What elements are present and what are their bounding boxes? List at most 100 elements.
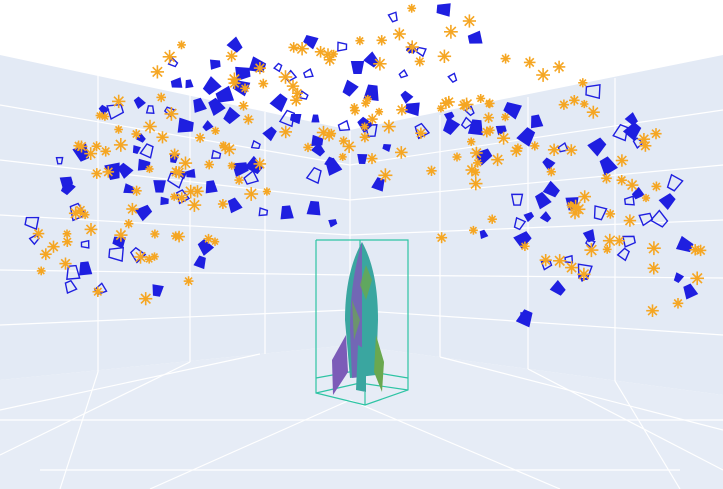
- sample-star-icon: [133, 250, 148, 264]
- camera-icon: [593, 205, 608, 221]
- camera-icon: [152, 284, 164, 297]
- sample-star-icon: [139, 292, 153, 306]
- star-stroke: [531, 142, 539, 150]
- star-stroke: [41, 249, 51, 259]
- star-stroke: [81, 211, 89, 219]
- star-stroke: [211, 238, 219, 246]
- sample-star-icon: [366, 153, 378, 165]
- star-stroke: [464, 15, 475, 27]
- sample-star-icon: [605, 209, 616, 219]
- star-stroke: [511, 146, 522, 156]
- star-stroke: [170, 149, 180, 159]
- sample-star-icon: [520, 241, 530, 252]
- star-stroke: [204, 234, 213, 243]
- camera-icon: [400, 90, 414, 104]
- star-stroke: [296, 43, 308, 54]
- sample-star-icon: [530, 141, 540, 151]
- star-stroke: [469, 226, 478, 234]
- sample-star-icon: [392, 27, 406, 41]
- star-stroke: [293, 88, 302, 98]
- camera-icon: [342, 79, 359, 97]
- star-stroke: [114, 125, 123, 134]
- sample-star-icon: [523, 56, 536, 69]
- sample-star-icon: [126, 202, 139, 216]
- camera-icon: [223, 106, 241, 125]
- sample-star-icon: [373, 57, 387, 71]
- camera-icon: [523, 211, 535, 223]
- sample-star-icon: [150, 229, 160, 239]
- camera-icon: [185, 79, 194, 89]
- star-stroke: [145, 255, 153, 263]
- star-stroke: [241, 84, 249, 93]
- sample-star-icon: [547, 143, 561, 157]
- camera-icon: [658, 193, 676, 211]
- sample-star-icon: [471, 167, 481, 177]
- star-stroke: [406, 41, 418, 53]
- sample-star-icon: [111, 94, 126, 109]
- star-stroke: [367, 154, 377, 164]
- grid-line: [349, 109, 723, 166]
- star-stroke: [566, 262, 577, 273]
- star-stroke: [115, 139, 127, 151]
- star-stroke: [124, 219, 133, 228]
- camera-icon: [193, 97, 207, 113]
- camera-icon: [535, 191, 552, 210]
- camera-icon: [177, 117, 194, 133]
- sample-star-icon: [497, 131, 511, 145]
- camera-icon: [202, 76, 222, 96]
- sample-star-icon: [225, 50, 238, 62]
- star-stroke: [33, 228, 44, 239]
- camera-icon: [666, 173, 684, 192]
- star-stroke: [439, 51, 450, 62]
- star-stroke: [467, 138, 475, 146]
- star-stroke: [235, 176, 244, 185]
- sample-star-icon: [92, 286, 104, 298]
- camera-icon: [582, 229, 595, 243]
- star-stroke: [488, 215, 497, 224]
- star-stroke: [218, 199, 228, 209]
- sample-star-icon: [62, 236, 73, 248]
- sample-star-icon: [647, 262, 660, 275]
- sample-star-icon: [355, 36, 365, 46]
- camera-icon: [622, 122, 642, 141]
- star-stroke: [485, 100, 493, 108]
- star-stroke: [361, 123, 369, 131]
- grid-lines: [0, 75, 723, 489]
- camera-icon: [443, 116, 461, 136]
- camera-icon: [495, 125, 507, 136]
- star-stroke: [540, 255, 551, 265]
- sample-star-icon: [484, 99, 493, 108]
- sample-star-icon: [243, 114, 254, 125]
- sample-star-icon: [458, 99, 470, 111]
- star-stroke: [501, 113, 509, 121]
- sample-star-icon: [623, 214, 637, 227]
- star-stroke: [93, 287, 103, 296]
- sample-star-icon: [473, 158, 483, 168]
- star-stroke: [255, 63, 265, 73]
- star-stroke: [441, 98, 451, 108]
- sample-star-icon: [203, 233, 214, 244]
- grid-line: [349, 274, 723, 279]
- star-stroke: [244, 115, 253, 124]
- star-stroke: [547, 167, 556, 176]
- sample-star-icon: [144, 254, 154, 264]
- bbox-edge: [359, 382, 409, 391]
- sample-star-icon: [59, 257, 72, 270]
- sample-star-icon: [672, 297, 684, 309]
- camera-icon: [170, 77, 183, 88]
- camera-icon: [273, 62, 283, 73]
- sample-star-icon: [601, 173, 612, 184]
- star-stroke: [304, 143, 312, 152]
- star-stroke: [648, 263, 659, 274]
- star-stroke: [144, 121, 156, 132]
- star-stroke: [459, 100, 469, 110]
- sample-star-icon: [437, 49, 452, 63]
- star-stroke: [291, 95, 302, 106]
- sample-star-icon: [436, 232, 448, 244]
- sample-star-icon: [378, 168, 393, 183]
- star-stroke: [152, 66, 163, 78]
- camera-icon: [235, 66, 251, 82]
- star-stroke: [466, 164, 477, 176]
- star-stroke: [85, 148, 96, 159]
- sample-star-icon: [382, 119, 396, 134]
